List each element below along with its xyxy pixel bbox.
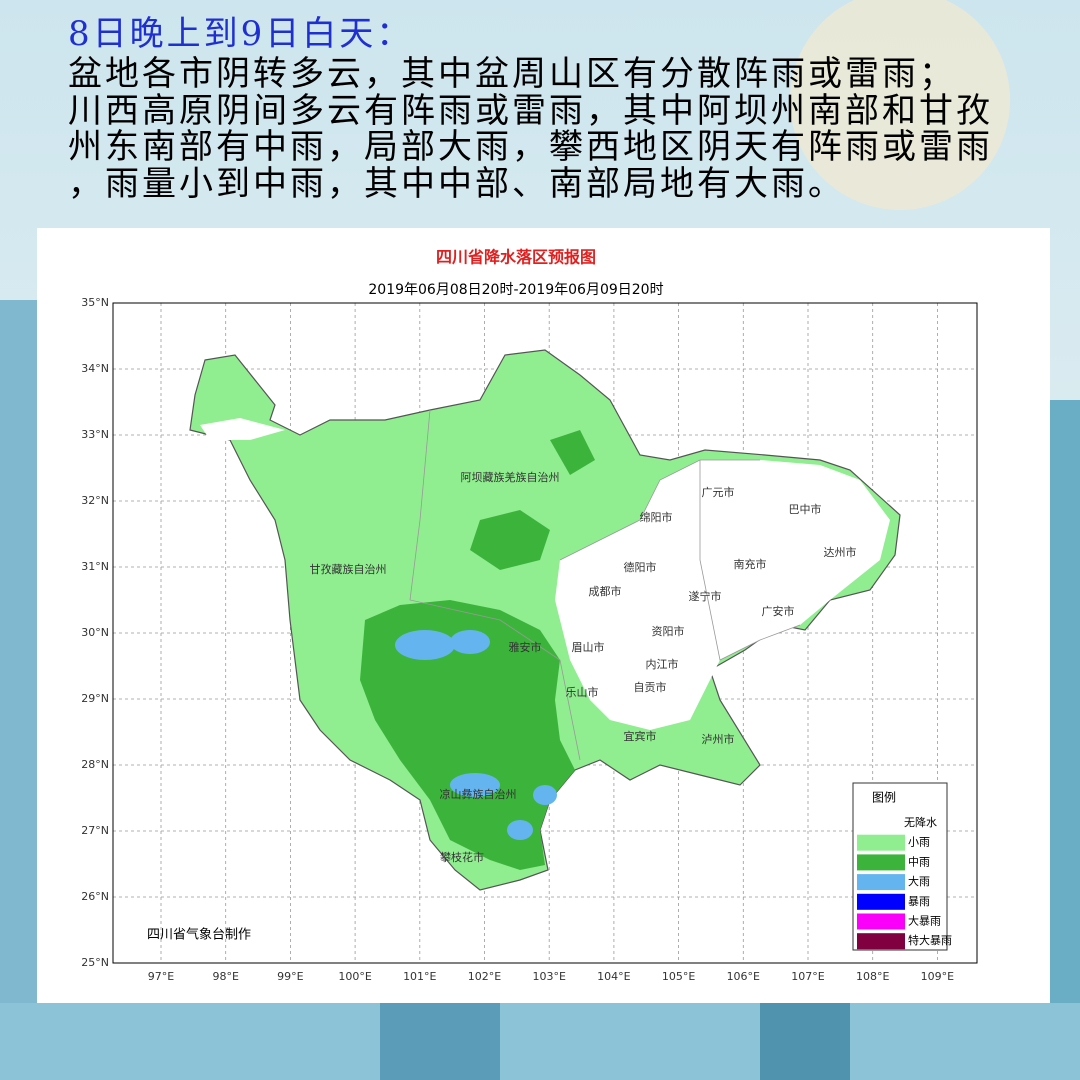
header-line: 盆地各市阴转多云，其中盆周山区有分散阵雨或雷雨； [68,54,956,94]
place-label: 南充市 [734,557,767,571]
lon-label: 97°E [148,970,174,983]
place-label: 自贡市 [634,680,667,694]
lat-label: 30°N [81,626,109,639]
sun [790,0,1010,210]
header-title: 8日晚上到9日白天： [68,14,413,54]
lon-label: 103°E [532,970,565,983]
place-label: 泸州市 [702,732,735,746]
heavy-rain-area [450,630,490,654]
legend-label: 无降水 [904,815,937,829]
heavy-rain-area [450,773,500,797]
lat-label: 27°N [81,824,109,837]
header-line: 州东南部有中雨，局部大雨，攀西地区阴天有阵雨或雷雨 [68,127,993,167]
legend-label: 大雨 [908,874,930,888]
province [189,349,901,891]
boundary [559,459,760,561]
moderate-rain-area [360,600,575,870]
lon-label: 105°E [662,970,695,983]
lon-label: 109°E [921,970,954,983]
place-label: 资阳市 [652,624,685,638]
lat-label: 35°N [81,296,109,309]
legend-label: 大暴雨 [908,914,941,928]
skyline [0,1003,1080,1080]
lat-label: 25°N [81,956,109,969]
place-label: 乐山市 [566,685,599,699]
header-line: ，雨量小到中雨，其中中部、南部局地有大雨。 [68,164,845,204]
lat-label: 29°N [81,692,109,705]
place-label: 达州市 [824,545,857,559]
building [380,1003,500,1080]
boundary [699,460,801,661]
no-rain-area [200,418,285,440]
legend-label: 中雨 [908,855,930,868]
place-label: 德阳市 [624,560,657,574]
no-rain-area [555,460,890,730]
credit: 四川省气象台制作 [147,927,251,943]
heavy-rain-area [533,785,557,805]
legend-label: 暴雨 [908,895,930,908]
place-label: 眉山市 [572,640,605,654]
place-label: 阿坝藏族羌族自治州 [461,470,560,484]
lat-label: 26°N [81,890,109,903]
lon-label: 106°E [727,970,760,983]
header-line: 川西高原阴间多云有阵雨或雷雨，其中阿坝州南部和甘孜 [68,91,993,131]
place-label: 巴中市 [789,502,822,516]
heavy-rain-area [395,630,455,660]
place-label: 绵阳市 [640,510,673,524]
place-label: 遂宁市 [689,589,722,603]
lon-label: 102°E [468,970,501,983]
place-label: 广安市 [762,604,795,618]
boundary [409,409,581,761]
place-label: 攀枝花市 [440,850,484,864]
lon-label: 108°E [856,970,889,983]
lat-label: 34°N [81,362,109,375]
place-label: 凉山彝族自治州 [440,787,517,801]
place-label: 广元市 [702,485,735,499]
lon-label: 104°E [597,970,630,983]
legend-label: 小雨 [908,836,930,849]
lon-label: 99°E [277,970,303,983]
building [1050,400,1080,1080]
lat-label: 32°N [81,494,109,507]
lon-label: 107°E [791,970,824,983]
legend-swatch [857,933,905,950]
legend-swatch [857,854,905,871]
legend-label: 特大暴雨 [908,933,952,947]
building [0,300,37,1080]
lat-label: 28°N [81,758,109,771]
place-label: 内江市 [646,657,679,671]
place-label: 甘孜藏族自治州 [310,562,387,576]
legend-swatch [857,834,905,851]
lon-label: 101°E [403,970,436,983]
place-label: 成都市 [589,584,622,598]
legend-swatch [857,913,905,930]
map-title: 四川省降水落区预报图 [436,248,596,267]
plot-frame [112,302,978,964]
place-label: 宜宾市 [624,729,657,743]
lat-label: 31°N [81,560,109,573]
lat-label: 33°N [81,428,109,441]
map-subtitle: 2019年06月08日20时-2019年06月09日20时 [368,282,663,298]
moderate-rain-area [550,430,595,475]
moderate-rain-area [470,510,550,570]
heavy-rain-area [507,820,533,840]
lon-label: 100°E [338,970,371,983]
building [760,1003,850,1080]
lon-label: 98°E [212,970,238,983]
legend-swatch [857,893,905,910]
legend-title: 图例 [872,791,896,805]
place-label: 雅安市 [509,640,542,654]
legend-swatch [857,874,905,891]
